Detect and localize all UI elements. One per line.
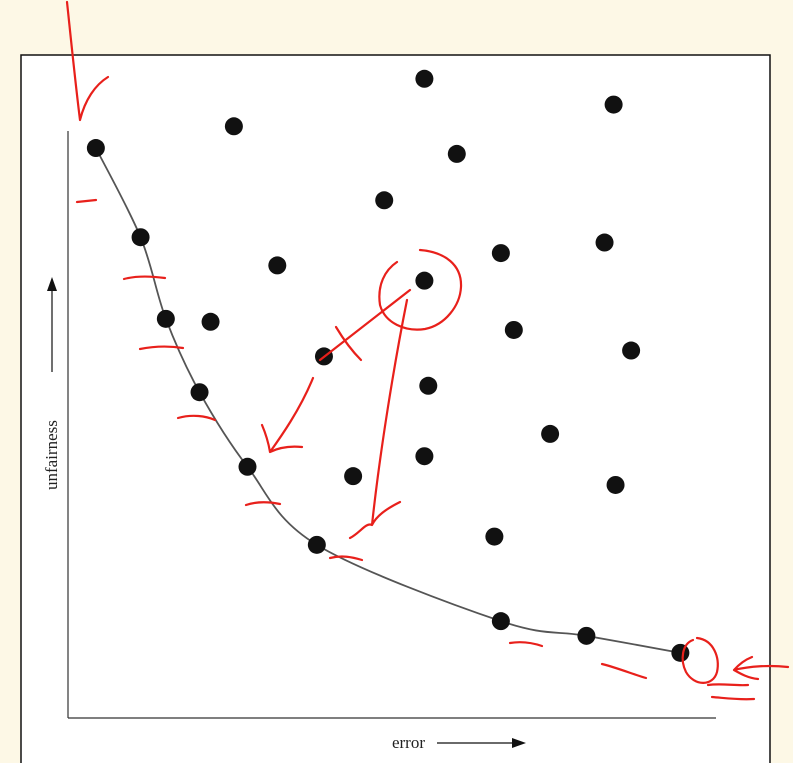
annotation-arrowhead xyxy=(334,325,363,362)
data-point xyxy=(268,256,287,275)
data-point xyxy=(86,139,105,158)
annotation-tick xyxy=(244,501,282,507)
annotation-tick xyxy=(508,641,544,648)
data-point xyxy=(595,233,614,252)
annotation-tick xyxy=(176,414,217,422)
data-point xyxy=(415,447,434,466)
figure-frame xyxy=(20,54,771,763)
data-point xyxy=(307,535,326,554)
data-point xyxy=(190,383,209,402)
data-point xyxy=(606,475,625,494)
data-point xyxy=(415,271,434,290)
data-point xyxy=(375,191,394,210)
data-point xyxy=(419,376,438,395)
annotation-tick xyxy=(706,683,750,687)
data-point xyxy=(447,144,466,163)
pareto-frontier-curve xyxy=(95,147,681,654)
data-point xyxy=(224,117,243,136)
annotation-tick xyxy=(600,662,648,680)
y-axis-arrow-head xyxy=(47,277,57,291)
annotation-arrow xyxy=(732,655,790,681)
x-axis-label: error xyxy=(392,733,425,752)
handwritten-annotations xyxy=(65,0,790,701)
data-point xyxy=(156,309,175,328)
data-point xyxy=(577,626,596,645)
data-point xyxy=(415,69,434,88)
annotation-tick xyxy=(710,695,756,701)
annotation-arrow xyxy=(348,298,409,540)
annotation-tick xyxy=(75,198,98,204)
data-point xyxy=(491,244,510,263)
annotation-arrow xyxy=(260,376,315,454)
x-axis-arrow-head xyxy=(512,738,526,748)
annotation-tick xyxy=(138,345,185,351)
data-point xyxy=(485,527,504,546)
data-point xyxy=(201,312,220,331)
data-point xyxy=(604,95,623,114)
points-layer xyxy=(86,69,690,662)
data-point xyxy=(131,228,150,247)
annotation-tick xyxy=(328,555,364,562)
data-point xyxy=(491,612,510,631)
data-point xyxy=(541,424,560,443)
data-point xyxy=(344,467,363,486)
annotation-arrow xyxy=(318,288,412,362)
data-point xyxy=(504,320,523,339)
y-axis-label: unfairness xyxy=(42,420,61,490)
annotation-circle xyxy=(378,248,463,331)
data-point xyxy=(622,341,641,360)
data-point xyxy=(238,457,257,476)
data-point xyxy=(671,643,690,662)
annotation-circle xyxy=(681,636,719,684)
annotation-check-top xyxy=(65,0,110,122)
annotation-tick xyxy=(122,275,167,281)
